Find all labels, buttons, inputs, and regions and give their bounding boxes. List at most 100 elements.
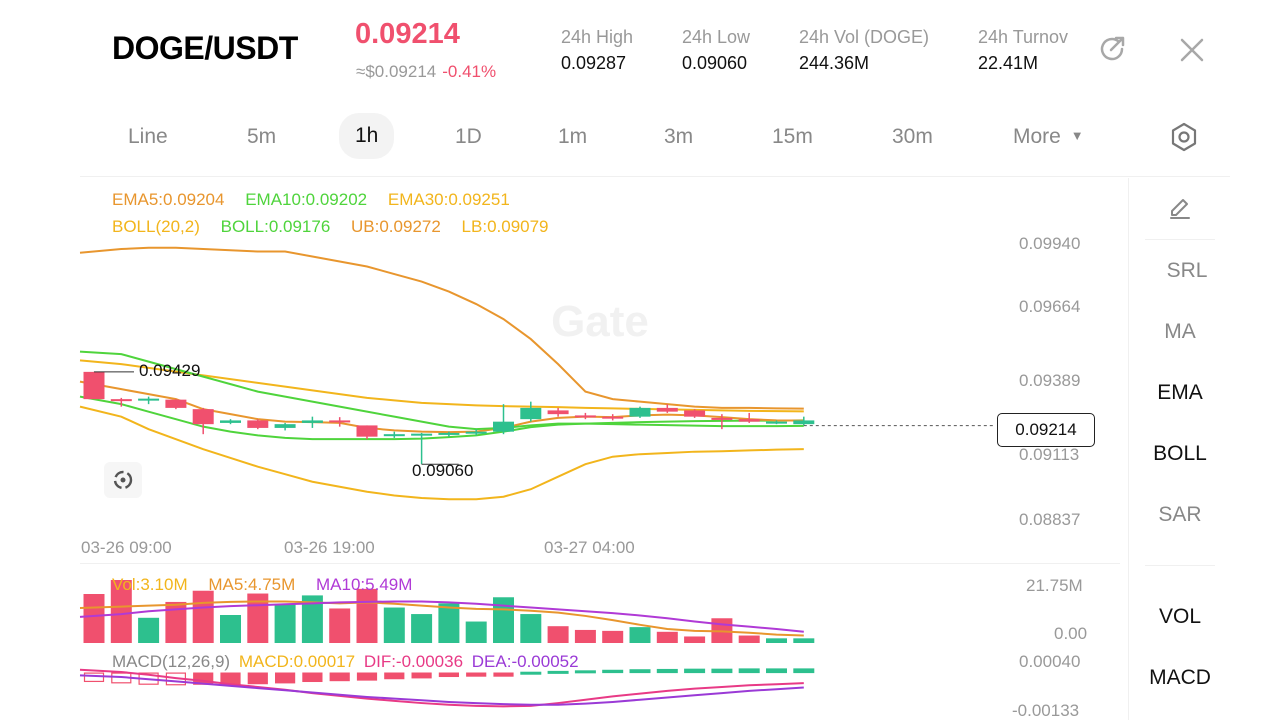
macd-hist-bar bbox=[493, 672, 514, 677]
tab-1m[interactable]: 1m bbox=[558, 125, 588, 148]
macd-hist-bar bbox=[302, 672, 323, 683]
candle-body bbox=[356, 425, 378, 437]
volume-bar bbox=[602, 630, 624, 643]
indicator-boll[interactable]: BOLL bbox=[1153, 442, 1207, 465]
chart-mode-toggle[interactable] bbox=[104, 462, 142, 498]
stat-turnover-label: 24h Turnov bbox=[978, 27, 1069, 47]
volume-bar bbox=[220, 615, 241, 643]
volume-bar bbox=[411, 614, 433, 643]
volume-bar bbox=[738, 635, 760, 643]
tab-30m[interactable]: 30m bbox=[892, 125, 933, 148]
stat-high-label: 24h High bbox=[561, 27, 634, 47]
price-axis-label: 0.09940 bbox=[1019, 234, 1081, 253]
macd-hist-bar bbox=[520, 671, 542, 675]
boll-params-legend: BOLL(20,2) bbox=[112, 217, 200, 236]
price-subline: ≈$0.09214 -0.41% bbox=[356, 62, 496, 82]
macd-hist-bar bbox=[602, 669, 624, 674]
ema30-legend: EMA30:0.09251 bbox=[387, 190, 510, 209]
tab-line[interactable]: Line bbox=[128, 125, 168, 148]
macd-hist-bar bbox=[384, 672, 405, 680]
low-marker-label: 0.09060 bbox=[412, 461, 474, 480]
ema5-legend: EMA5:0.09204 bbox=[112, 190, 225, 209]
volume-bar bbox=[684, 636, 706, 643]
candle-body bbox=[329, 420, 351, 423]
candle-body bbox=[411, 433, 433, 436]
macd-hist-bar bbox=[574, 670, 596, 674]
price-axis-label: 0.09389 bbox=[1019, 371, 1081, 390]
current-price-tag: 0.09214 bbox=[997, 413, 1095, 447]
volume-bar bbox=[83, 594, 105, 643]
macd-axis-label: -0.00133 bbox=[1012, 701, 1080, 720]
caret-down-icon: ▼ bbox=[1070, 128, 1084, 143]
macd-dif-legend: DIF:-0.00036 bbox=[363, 652, 464, 671]
price-axis-label: 0.09664 bbox=[1019, 297, 1081, 316]
macd-hist-bar bbox=[793, 668, 815, 674]
volume-bar bbox=[438, 603, 460, 643]
tab-15m[interactable]: 15m bbox=[772, 125, 813, 148]
gate-watermark: Gate bbox=[551, 297, 649, 346]
share-icon[interactable] bbox=[1096, 33, 1128, 65]
macd-dea-line bbox=[79, 674, 804, 706]
vol-value-legend: Vol:3.10M bbox=[112, 575, 188, 594]
pair-title: DOGE/USDT bbox=[112, 30, 298, 66]
indicator-ema[interactable]: EMA bbox=[1157, 381, 1203, 404]
volume-bar bbox=[383, 607, 405, 643]
macd-hist-bar bbox=[83, 672, 105, 683]
tab-5m[interactable]: 5m bbox=[247, 125, 277, 148]
volume-bar bbox=[329, 608, 351, 643]
boll-upper-line bbox=[79, 246, 804, 410]
volume-bar bbox=[629, 627, 651, 643]
high-marker-label: 0.09429 bbox=[139, 361, 201, 380]
volume-bar bbox=[766, 638, 787, 643]
vol-ma5-line bbox=[79, 600, 804, 637]
price-change: -0.41% bbox=[442, 62, 497, 81]
candle-body bbox=[684, 410, 706, 417]
stat-vol-value: 244.36M bbox=[799, 53, 870, 73]
candle-body bbox=[274, 424, 296, 428]
time-axis-label: 03-27 04:00 bbox=[544, 538, 635, 557]
rotate-icon bbox=[113, 470, 133, 490]
candle-body bbox=[220, 420, 241, 423]
candle-body bbox=[465, 431, 487, 434]
draw-pencil-icon[interactable] bbox=[1167, 195, 1193, 221]
candle-body bbox=[165, 399, 187, 408]
volume-bar bbox=[274, 604, 296, 643]
vol-axis-label: 21.75M bbox=[1026, 576, 1083, 595]
close-icon[interactable] bbox=[1176, 34, 1208, 66]
candle-body bbox=[247, 420, 269, 428]
main-vol-divider bbox=[80, 563, 1120, 564]
indicator-vol[interactable]: VOL bbox=[1158, 605, 1202, 628]
tab-3m[interactable]: 3m bbox=[664, 125, 694, 148]
macd-hist-bar bbox=[466, 672, 487, 677]
candle-body bbox=[520, 407, 542, 420]
macd-dif-line bbox=[79, 668, 804, 708]
tab-more[interactable]: More ▼ bbox=[1013, 125, 1084, 149]
candle-body bbox=[629, 407, 651, 417]
boll-ub-legend: UB:0.09272 bbox=[351, 217, 441, 236]
indicator-sar[interactable]: SAR bbox=[1158, 503, 1202, 526]
vol-ma5-legend: MA5:4.75M bbox=[208, 575, 296, 594]
volume-bar bbox=[138, 617, 160, 643]
tab-1d[interactable]: 1D bbox=[455, 125, 482, 148]
tabs-divider bbox=[80, 176, 1230, 177]
boll-lb-legend: LB:0.09079 bbox=[461, 217, 549, 236]
price-axis-label: 0.09113 bbox=[1019, 445, 1080, 464]
macd-hist-bar bbox=[766, 668, 787, 674]
indicator-ma[interactable]: MA bbox=[1164, 320, 1196, 343]
tab-1h[interactable]: 1h bbox=[339, 113, 395, 159]
candle-body bbox=[192, 409, 214, 425]
approx-usd-price: ≈$0.09214 bbox=[356, 62, 437, 81]
volume-bar bbox=[356, 588, 378, 643]
macd-hist-bar bbox=[711, 668, 733, 674]
macd-params-legend: MACD(12,26,9) bbox=[112, 652, 231, 671]
macd-dea-legend: DEA:-0.00052 bbox=[471, 652, 579, 671]
volume-bar bbox=[520, 614, 542, 643]
indicator-macd[interactable]: MACD bbox=[1149, 666, 1211, 689]
indicator-srl[interactable]: SRL bbox=[1166, 259, 1208, 282]
macd-hist-bar bbox=[275, 672, 296, 684]
candle-body bbox=[138, 398, 160, 401]
macd-hist-bar bbox=[438, 672, 459, 678]
settings-icon[interactable] bbox=[1170, 122, 1198, 152]
macd-hist-bar bbox=[656, 668, 678, 674]
